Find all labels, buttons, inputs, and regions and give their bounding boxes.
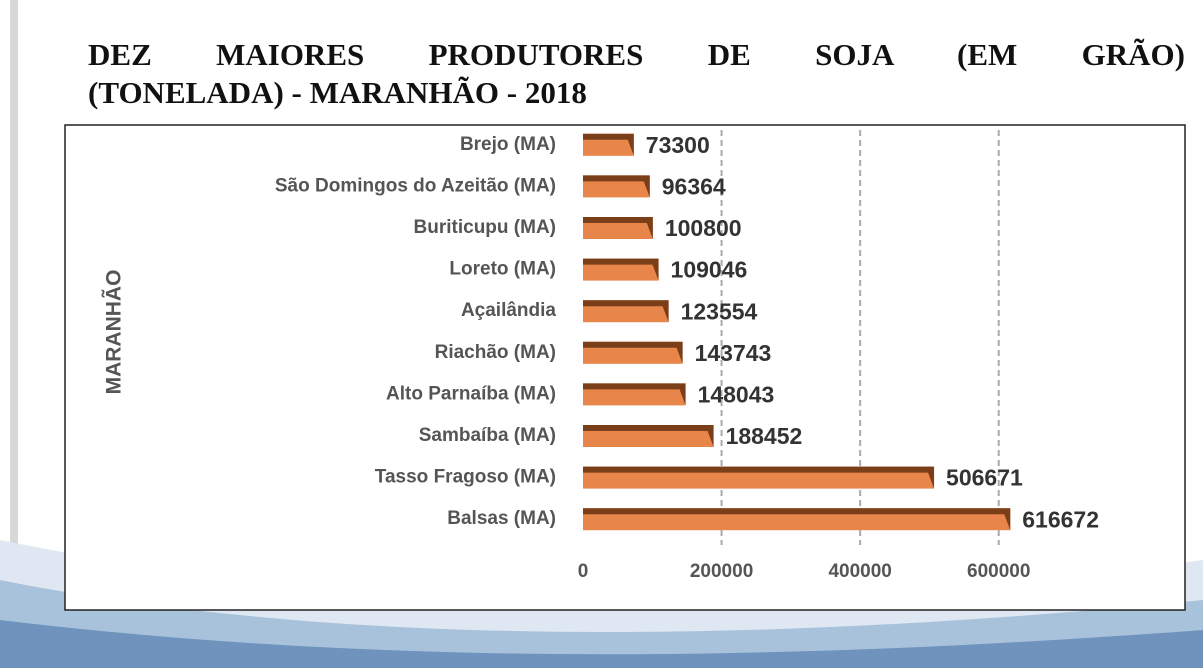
bar [583, 133, 634, 156]
value-label: 123554 [681, 298, 758, 324]
value-label: 148043 [698, 381, 775, 407]
y-tick-label: Buriticupu (MA) [414, 217, 556, 238]
value-label: 109046 [671, 257, 748, 283]
chart-title: DEZ MAIORES PRODUTORES DE SOJA (EM GRÃO)… [88, 36, 1185, 112]
bar-shade [583, 133, 634, 156]
bar [583, 508, 1011, 531]
value-label: 100800 [665, 215, 742, 241]
bar-shade [583, 383, 686, 406]
swoosh [0, 580, 1203, 668]
swoosh [0, 620, 1203, 668]
y-tick-label: Brejo (MA) [460, 134, 556, 155]
bar [583, 341, 683, 364]
y-axis-label: MARANHÃO [103, 270, 126, 395]
value-label: 73300 [646, 132, 710, 158]
y-tick-label: Riachão (MA) [435, 342, 556, 363]
bar-shade [583, 425, 714, 447]
bar [583, 300, 669, 323]
x-tick-label: 200000 [690, 561, 753, 582]
y-tick-label: Tasso Fragoso (MA) [375, 467, 556, 488]
y-tick-label: Açailândia [461, 300, 556, 321]
y-tick-label: Loreto (MA) [449, 259, 556, 280]
bar-shade [583, 508, 1011, 531]
bar-shade [583, 466, 935, 489]
title-line: (TONELADA) - MARANHÃO - 2018 [88, 75, 587, 110]
value-label: 143743 [695, 340, 772, 366]
bar [583, 466, 935, 489]
y-tick-label: Balsas (MA) [447, 508, 556, 529]
y-tick-label: Alto Parnaíba (MA) [386, 383, 556, 404]
bar-shade [583, 175, 650, 198]
value-label: 188452 [726, 423, 803, 449]
bar [583, 217, 653, 239]
y-tick-label: São Domingos do Azeitão (MA) [275, 175, 556, 196]
bar [583, 258, 659, 281]
bar [583, 383, 686, 406]
value-label: 96364 [662, 173, 726, 199]
bar-shade [583, 258, 659, 281]
x-tick-label: 600000 [967, 561, 1030, 582]
title-line: DEZ MAIORES PRODUTORES DE SOJA (EM GRÃO) [88, 37, 1185, 72]
bar-shade [583, 217, 653, 239]
x-tick-label: 400000 [828, 561, 891, 582]
bar-shade [583, 300, 669, 323]
value-label: 616672 [1022, 506, 1099, 532]
bar [583, 425, 714, 447]
x-tick-label: 0 [578, 561, 589, 582]
value-label: 506671 [946, 465, 1023, 491]
bar [583, 175, 650, 198]
bar-shade [583, 341, 683, 364]
y-tick-label: Sambaíba (MA) [419, 425, 556, 446]
side-strip [10, 0, 18, 668]
